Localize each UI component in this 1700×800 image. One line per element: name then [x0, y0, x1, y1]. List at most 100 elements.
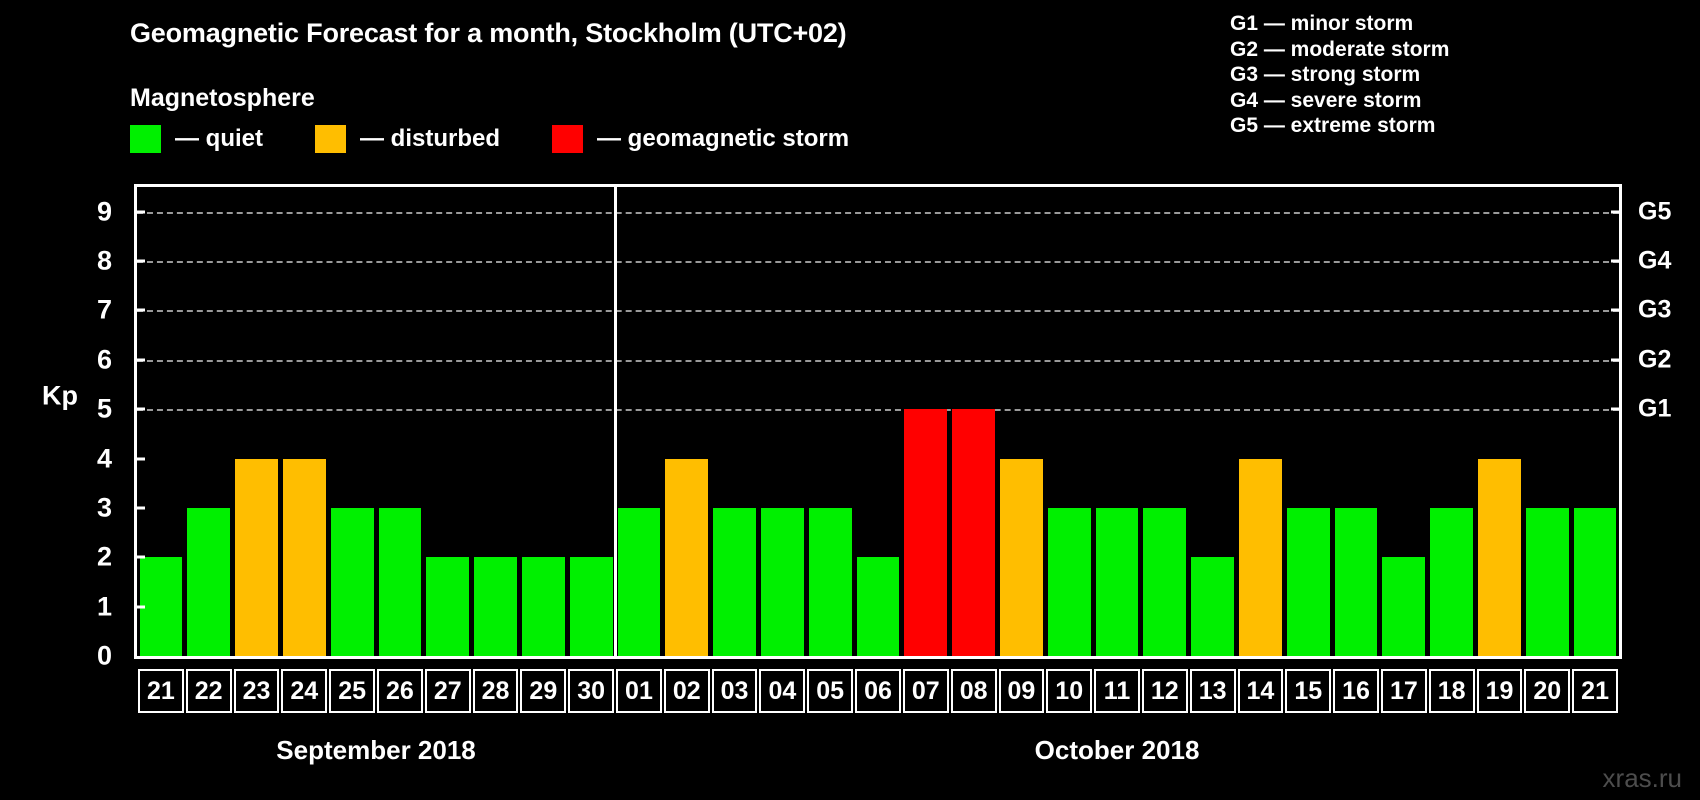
- y-tick-mark-2: [134, 555, 145, 559]
- date-label-0[interactable]: 21: [138, 669, 184, 713]
- date-label-29[interactable]: 20: [1524, 669, 1571, 713]
- g-tick-label-G4: G4: [1638, 246, 1672, 275]
- date-label-8[interactable]: 29: [520, 669, 567, 713]
- g-tick-mark-G4: [1611, 259, 1622, 263]
- bar-25: [330, 507, 374, 656]
- g-tick-label-G5: G5: [1638, 197, 1672, 226]
- date-label-18[interactable]: 09: [998, 669, 1045, 713]
- y-tick-mark-9: [134, 210, 145, 214]
- bar-29: [521, 557, 565, 656]
- bar-02: [665, 458, 709, 656]
- y-tick-label-0: 0: [96, 640, 112, 671]
- magnetosphere-legend: Magnetosphere — quiet — disturbed — geom…: [130, 84, 901, 153]
- y-tick-label-3: 3: [96, 492, 112, 523]
- bar-28: [474, 557, 517, 656]
- plot-inner: [137, 187, 1619, 656]
- bar-20: [1525, 507, 1569, 656]
- legend-label-disturbed: — disturbed: [360, 125, 501, 152]
- y-tick-label-8: 8: [96, 245, 112, 276]
- magnetosphere-legend-heading: Magnetosphere: [130, 84, 315, 112]
- bar-11: [1095, 507, 1139, 656]
- gscale-row-5: G5 — extreme storm: [1230, 114, 1436, 137]
- bar-10: [1047, 507, 1091, 656]
- y-tick-mark-3: [134, 506, 145, 510]
- y-tick-mark-7: [134, 308, 145, 312]
- bar-05: [808, 507, 852, 656]
- date-label-17[interactable]: 08: [950, 669, 997, 713]
- date-label-30[interactable]: 21: [1572, 669, 1618, 713]
- date-label-10[interactable]: 01: [616, 669, 662, 713]
- date-label-12[interactable]: 03: [711, 669, 758, 713]
- legend-item-disturbed: — disturbed: [315, 125, 500, 153]
- date-label-27[interactable]: 18: [1428, 669, 1475, 713]
- gridline-kp-6: [137, 359, 1619, 362]
- y-tick-label-1: 1: [96, 591, 112, 622]
- date-label-20[interactable]: 11: [1094, 669, 1140, 713]
- bar-12: [1143, 507, 1187, 656]
- date-label-3[interactable]: 24: [281, 669, 328, 713]
- date-label-22[interactable]: 13: [1189, 669, 1236, 713]
- g-tick-mark-G1: [1611, 407, 1622, 411]
- bar-06: [856, 557, 900, 656]
- bar-19: [1478, 458, 1521, 656]
- date-label-24[interactable]: 15: [1285, 669, 1332, 713]
- date-label-21[interactable]: 12: [1141, 669, 1188, 713]
- gscale-row-3: G3 — strong storm: [1230, 63, 1421, 86]
- g-tick-mark-G5: [1611, 210, 1622, 214]
- page-title: Geomagnetic Forecast for a month, Stockh…: [130, 18, 847, 48]
- bar-21: [1573, 507, 1617, 656]
- date-label-4[interactable]: 25: [329, 669, 376, 713]
- watermark: xras.ru: [1602, 763, 1682, 793]
- month-label-1: October 2018: [1034, 735, 1200, 765]
- y-tick-mark-1: [134, 605, 145, 609]
- y-tick-mark-4: [134, 457, 145, 461]
- date-label-16[interactable]: 07: [902, 669, 949, 713]
- g-tick-label-G3: G3: [1638, 295, 1672, 324]
- legend-label-storm: — geomagnetic storm: [597, 125, 850, 152]
- bar-16: [1334, 507, 1378, 656]
- month-label-0: September 2018: [276, 735, 476, 765]
- bar-01: [617, 507, 661, 656]
- legend-swatch-disturbed-icon: [315, 125, 346, 153]
- date-label-13[interactable]: 04: [759, 669, 806, 713]
- date-label-28[interactable]: 19: [1476, 669, 1523, 713]
- y-tick-mark-8: [134, 259, 145, 263]
- date-label-1[interactable]: 22: [185, 669, 232, 713]
- legend-swatch-storm-icon: [552, 125, 584, 153]
- y-tick-label-6: 6: [96, 344, 112, 375]
- date-label-19[interactable]: 10: [1046, 669, 1093, 713]
- date-label-23[interactable]: 14: [1237, 669, 1284, 713]
- date-label-15[interactable]: 06: [855, 669, 901, 713]
- legend-items: — quiet — disturbed — geomagnetic storm: [130, 125, 901, 153]
- date-label-2[interactable]: 23: [233, 669, 280, 713]
- y-tick-label-4: 4: [96, 443, 112, 474]
- g-tick-label-G1: G1: [1638, 394, 1672, 423]
- bar-07: [904, 409, 948, 656]
- y-tick-label-7: 7: [96, 294, 112, 325]
- bar-04: [760, 507, 804, 656]
- bar-26: [378, 507, 422, 656]
- date-label-25[interactable]: 16: [1333, 669, 1379, 713]
- bar-03: [713, 507, 756, 656]
- y-axis: 0 1 2 3 4 5 6 7 8 9: [0, 184, 128, 670]
- g-tick-label-G2: G2: [1638, 345, 1672, 374]
- y-axis-title: Kp: [42, 380, 78, 411]
- gridline-kp-7: [137, 310, 1619, 313]
- bar-17: [1382, 557, 1426, 656]
- date-label-5[interactable]: 26: [377, 669, 423, 713]
- g-tick-mark-G3: [1611, 308, 1622, 312]
- date-label-9[interactable]: 30: [568, 669, 615, 713]
- gridline-kp-8: [137, 261, 1619, 264]
- plot-area: [134, 184, 1622, 659]
- date-axis: 21 22 23 24 25 26 27 28 29 30 01 02 03 04 05 06 07 08 09 10…: [134, 669, 1622, 713]
- date-label-7[interactable]: 28: [472, 669, 519, 713]
- date-label-14[interactable]: 05: [807, 669, 854, 713]
- date-label-26[interactable]: 17: [1380, 669, 1427, 713]
- bar-08: [952, 409, 995, 656]
- legend-item-storm: — geomagnetic storm: [552, 125, 849, 153]
- date-label-11[interactable]: 02: [663, 669, 710, 713]
- bar-18: [1430, 507, 1474, 656]
- y-tick-mark-6: [134, 358, 145, 362]
- bars-layer: [137, 187, 1619, 656]
- date-label-6[interactable]: 27: [424, 669, 471, 713]
